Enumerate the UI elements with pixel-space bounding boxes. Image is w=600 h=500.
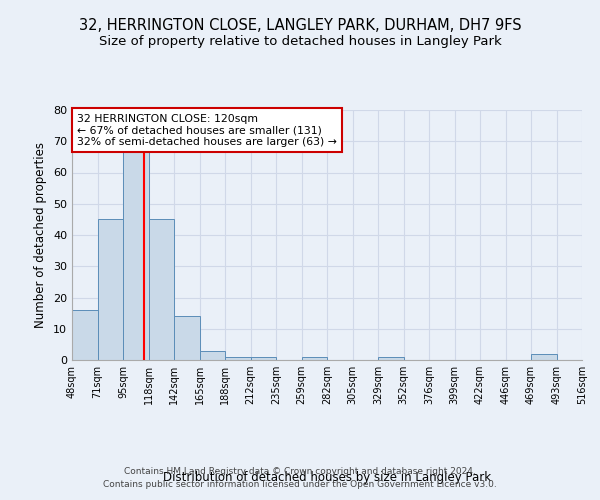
Bar bbox=[225, 357, 251, 360]
Text: 32 HERRINGTON CLOSE: 120sqm
← 67% of detached houses are smaller (131)
32% of se: 32 HERRINGTON CLOSE: 120sqm ← 67% of det… bbox=[77, 114, 337, 147]
X-axis label: Distribution of detached houses by size in Langley Park: Distribution of detached houses by size … bbox=[163, 471, 491, 484]
Text: 32, HERRINGTON CLOSE, LANGLEY PARK, DURHAM, DH7 9FS: 32, HERRINGTON CLOSE, LANGLEY PARK, DURH… bbox=[79, 18, 521, 32]
Text: Contains HM Land Registry data © Crown copyright and database right 2024.: Contains HM Land Registry data © Crown c… bbox=[124, 467, 476, 476]
Bar bbox=[378, 357, 404, 360]
Bar bbox=[531, 354, 557, 360]
Bar bbox=[149, 220, 174, 360]
Bar bbox=[251, 357, 276, 360]
Y-axis label: Number of detached properties: Number of detached properties bbox=[34, 142, 47, 328]
Bar bbox=[72, 310, 97, 360]
Bar bbox=[174, 316, 199, 360]
Text: Contains public sector information licensed under the Open Government Licence v3: Contains public sector information licen… bbox=[103, 480, 497, 489]
Bar bbox=[123, 150, 149, 360]
Bar bbox=[97, 220, 123, 360]
Bar bbox=[199, 350, 225, 360]
Bar bbox=[302, 357, 327, 360]
Text: Size of property relative to detached houses in Langley Park: Size of property relative to detached ho… bbox=[98, 35, 502, 48]
